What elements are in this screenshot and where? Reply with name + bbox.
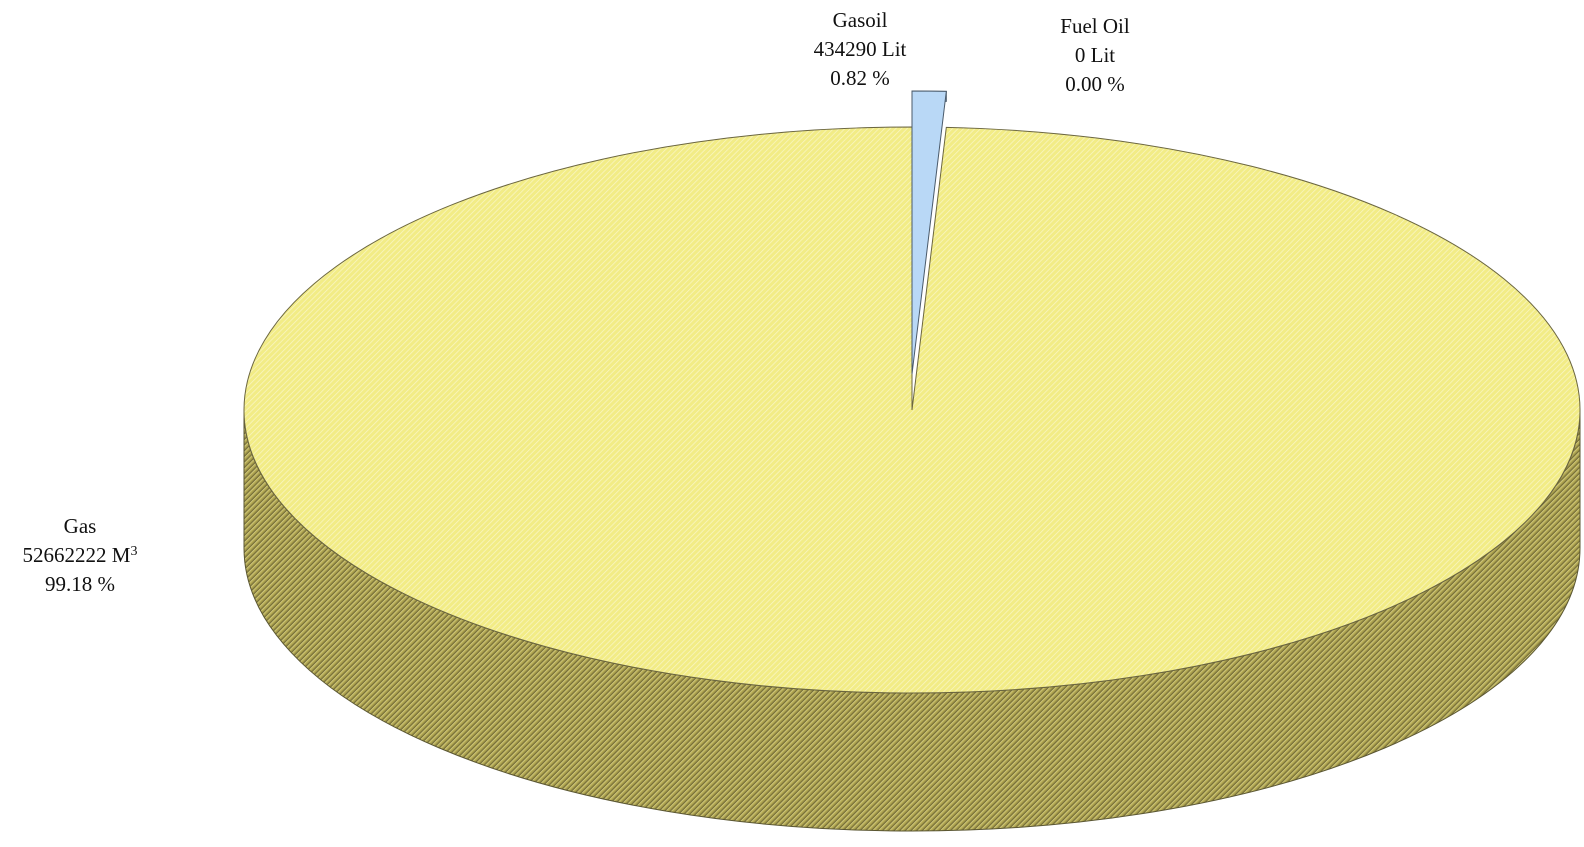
slice-value-gasoil: 434290 Lit <box>813 37 907 61</box>
slice-percent-gas: 99.18 % <box>45 572 115 596</box>
slice-value-gas: 52662222 M3 <box>22 543 138 567</box>
slice-name-gasoil: Gasoil <box>832 8 888 32</box>
slice-name-gas: Gas <box>63 514 97 538</box>
slice-percent-gasoil: 0.82 % <box>830 66 890 90</box>
slice-label-fuel-oil: Fuel Oil 0 Lit 0.00 % <box>1030 12 1160 99</box>
slice-label-gas: Gas 52662222 M3 99.18 % <box>0 512 160 599</box>
slice-name-fuel-oil: Fuel Oil <box>1060 14 1130 38</box>
slice-percent-fuel-oil: 0.00 % <box>1065 72 1125 96</box>
slice-gas <box>243 126 1581 694</box>
slice-label-gasoil: Gasoil 434290 Lit 0.82 % <box>790 6 930 93</box>
slice-gasoil <box>911 90 947 375</box>
slice-value-fuel-oil: 0 Lit <box>1074 43 1116 67</box>
